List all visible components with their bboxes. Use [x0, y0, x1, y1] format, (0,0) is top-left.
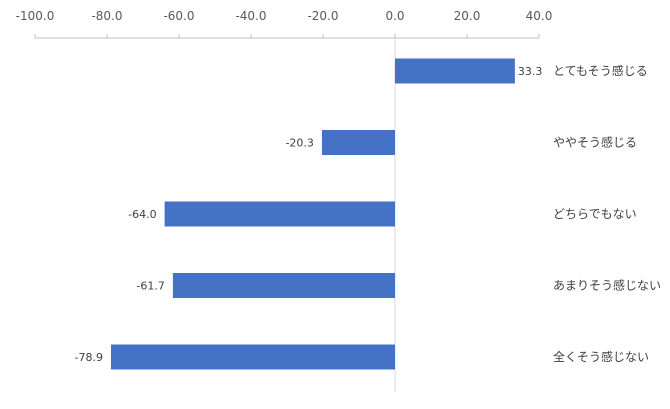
bar [172, 273, 395, 298]
data-label: -78.9 [74, 351, 102, 364]
x-axis: -100.0 -80.0 -60.0 -40.0 -20.0 0.0 20.0 40.0 [16, 9, 553, 39]
category-label: 全くそう感じない [553, 349, 649, 364]
category-label: あまりそう感じない [553, 278, 661, 293]
category-label: ややそう感じる [553, 135, 637, 150]
x-tick-label: -20.0 [307, 9, 338, 23]
data-labels: 33.3 -20.3 -64.0 -61.7 -78.9 [74, 65, 542, 364]
x-tick-label: -100.0 [16, 9, 55, 23]
data-label: 33.3 [518, 65, 543, 78]
x-tick-label: -80.0 [91, 9, 122, 23]
data-label: -61.7 [136, 280, 164, 293]
category-label: どちらでもない [553, 207, 637, 221]
bar [164, 201, 395, 227]
x-tick-label: -40.0 [235, 9, 266, 23]
x-tick-label: -60.0 [163, 9, 194, 23]
bars [110, 58, 515, 370]
data-label: -64.0 [128, 208, 156, 221]
bar [321, 130, 395, 155]
x-tick-label: 40.0 [526, 9, 553, 23]
category-label: とてもそう感じる [553, 63, 648, 78]
bar [395, 58, 515, 84]
bar [110, 344, 396, 370]
x-tick-label: 0.0 [385, 9, 404, 23]
x-tick-label: 20.0 [454, 9, 481, 23]
data-label: -20.3 [285, 137, 313, 150]
